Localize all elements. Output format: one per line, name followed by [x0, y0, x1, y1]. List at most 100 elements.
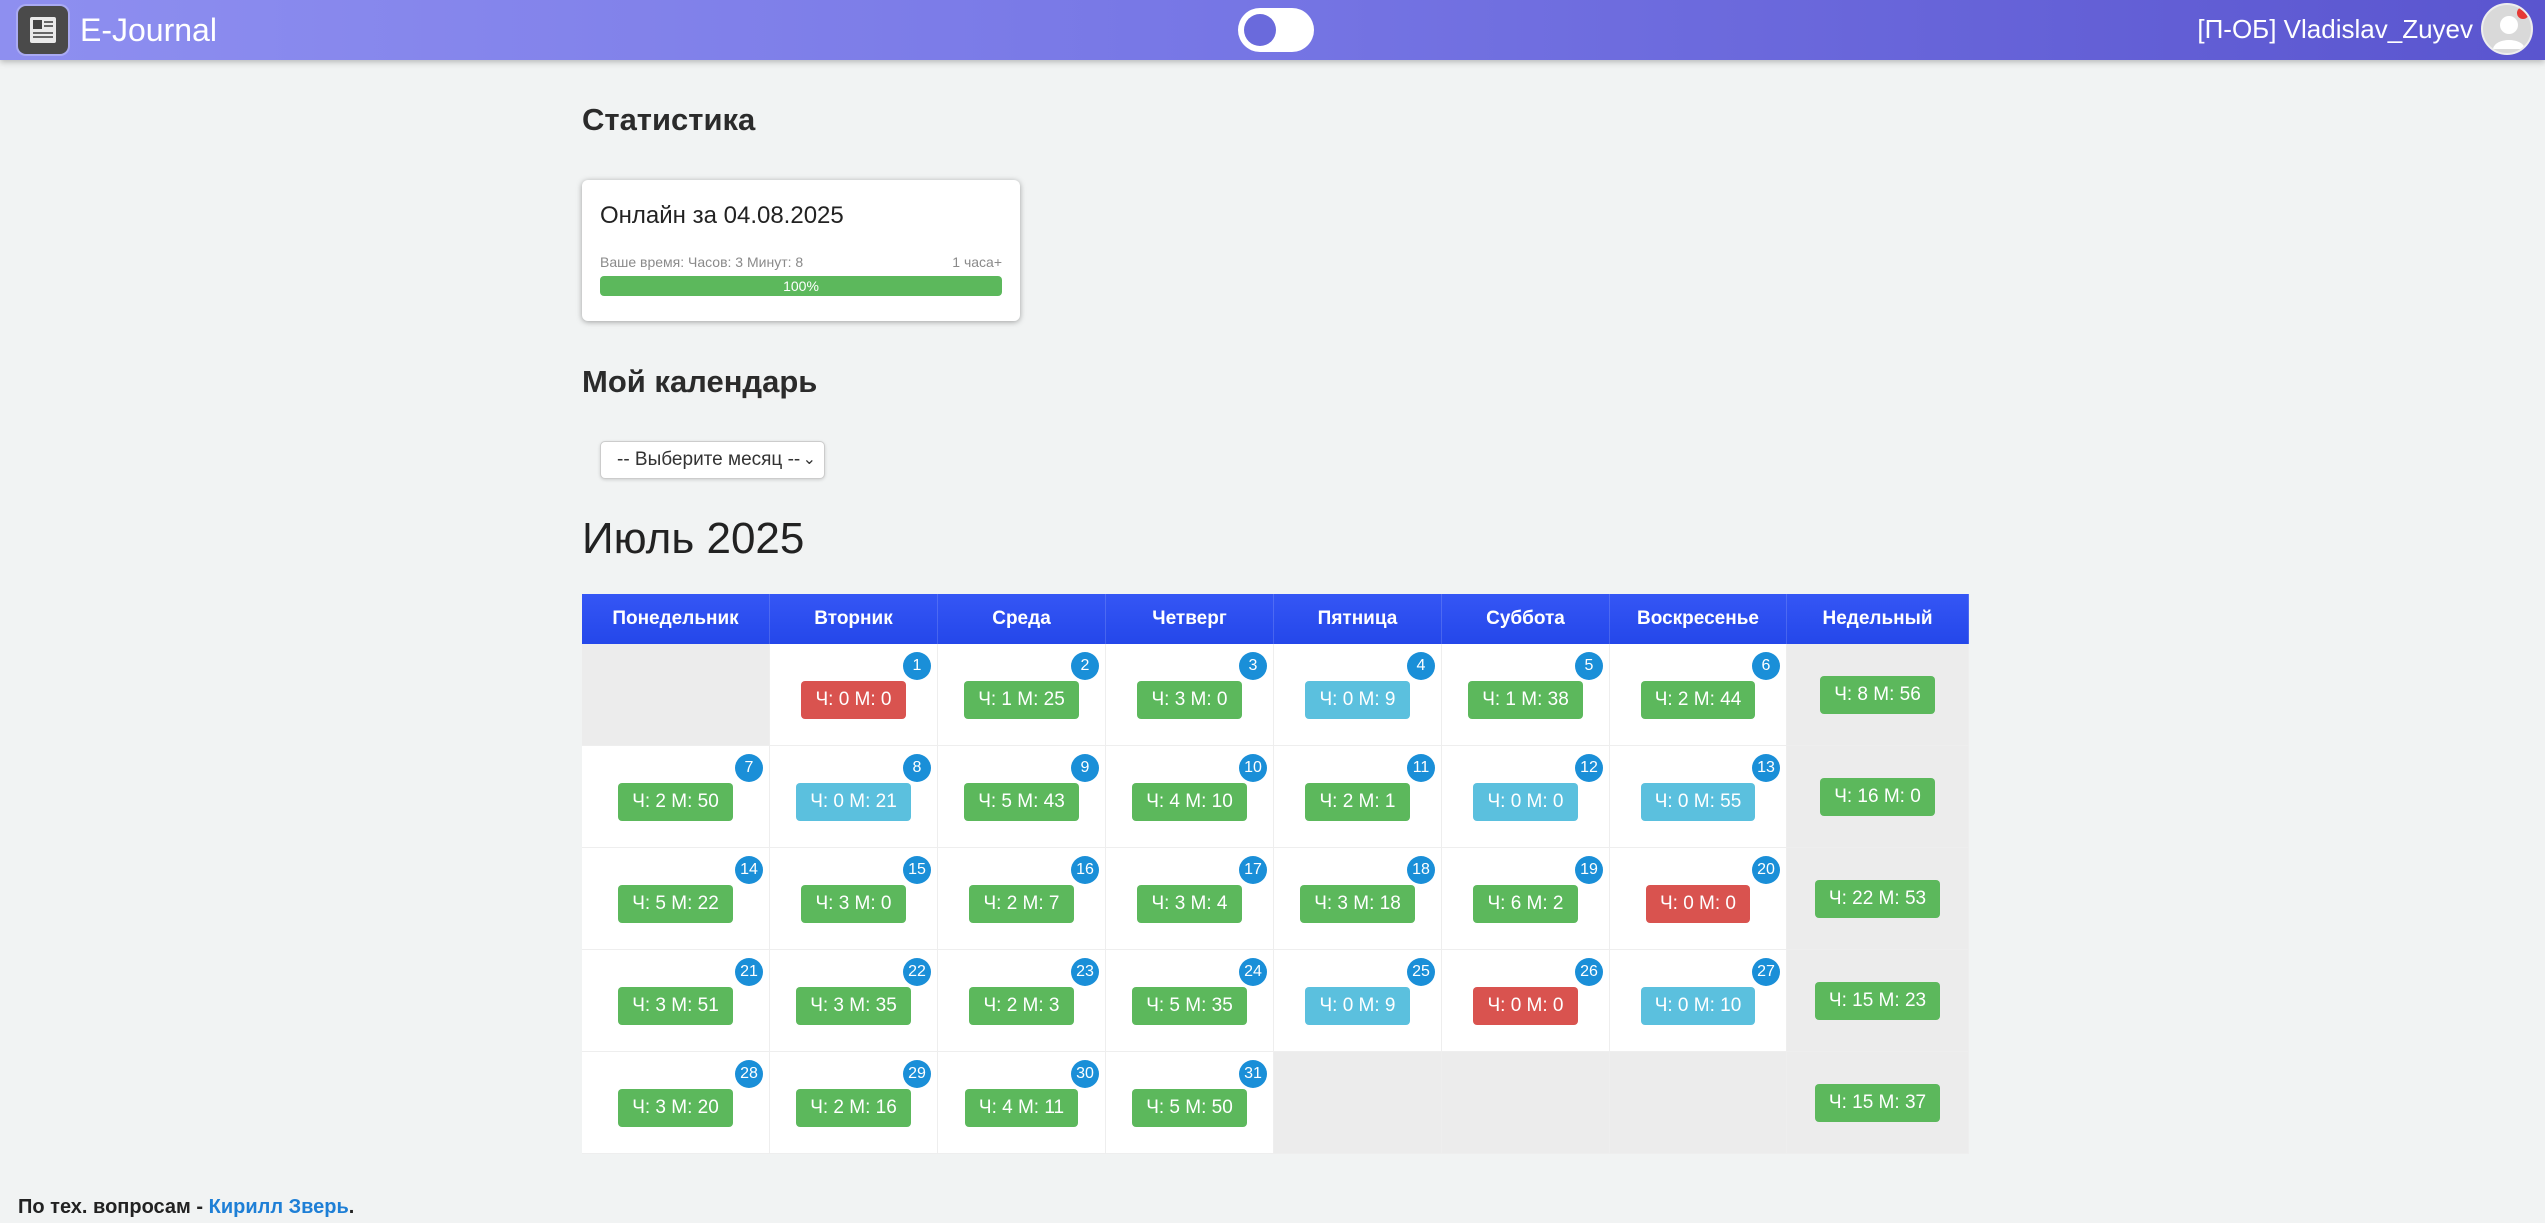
day-number-badge: 22 — [903, 958, 931, 986]
calendar-empty-cell — [1274, 1052, 1442, 1154]
calendar-day-cell[interactable]: 3 Ч: 3 М: 0 — [1106, 644, 1274, 746]
month-title: Июль 2025 — [582, 514, 805, 563]
online-stat-card: Онлайн за 04.08.2025 Ваше время: Часов: … — [582, 180, 1020, 321]
calendar-day-cell[interactable]: 5 Ч: 1 М: 38 — [1442, 644, 1610, 746]
day-time-badge: Ч: 3 М: 18 — [1300, 884, 1415, 923]
day-number-badge: 27 — [1752, 958, 1780, 986]
day-time-badge: Ч: 3 М: 20 — [618, 1088, 733, 1127]
day-time-badge: Ч: 5 М: 50 — [1132, 1088, 1247, 1127]
calendar-day-cell[interactable]: 29 Ч: 2 М: 16 — [770, 1052, 938, 1154]
calendar-day-cell[interactable]: 31 Ч: 5 М: 50 — [1106, 1052, 1274, 1154]
app-logo-icon[interactable] — [18, 6, 68, 54]
day-time-badge: Ч: 3 М: 51 — [618, 986, 733, 1025]
calendar-day-cell[interactable]: 8 Ч: 0 М: 21 — [770, 746, 938, 848]
brand-title[interactable]: E-Journal — [80, 12, 217, 48]
day-number-badge: 8 — [903, 754, 931, 782]
calendar-day-cell[interactable]: 16 Ч: 2 М: 7 — [938, 848, 1106, 950]
calendar-day-cell[interactable]: 4 Ч: 0 М: 9 — [1274, 644, 1442, 746]
calendar-day-cell[interactable]: 22 Ч: 3 М: 35 — [770, 950, 938, 1052]
day-number-badge: 15 — [903, 856, 931, 884]
calendar-day-cell[interactable]: 14 Ч: 5 М: 22 — [582, 848, 770, 950]
calendar-day-cell[interactable]: 13 Ч: 0 М: 55 — [1610, 746, 1787, 848]
calendar-day-cell[interactable]: 24 Ч: 5 М: 35 — [1106, 950, 1274, 1052]
calendar-day-cell[interactable]: 20 Ч: 0 М: 0 — [1610, 848, 1787, 950]
day-time-badge: Ч: 3 М: 0 — [1137, 680, 1242, 719]
goal-label: 1 часа+ — [952, 254, 1002, 270]
time-label: Ваше время: Часов: 3 Минут: 8 — [600, 254, 804, 270]
calendar-day-cell[interactable]: 12 Ч: 0 М: 0 — [1442, 746, 1610, 848]
day-number-badge: 18 — [1407, 856, 1435, 884]
day-time-badge: Ч: 4 М: 10 — [1132, 782, 1247, 821]
day-number-badge: 10 — [1239, 754, 1267, 782]
column-header: Среда — [938, 594, 1106, 644]
day-time-badge: Ч: 0 М: 0 — [1645, 884, 1751, 923]
month-select[interactable]: -- Выберите месяц -- ⌄ — [600, 441, 825, 479]
calendar-day-cell[interactable]: 11 Ч: 2 М: 1 — [1274, 746, 1442, 848]
stat-meta-row: Ваше время: Часов: 3 Минут: 8 1 часа+ — [600, 254, 1002, 270]
day-time-badge: Ч: 2 М: 7 — [969, 884, 1074, 923]
user-name[interactable]: [П-ОБ] Vladislav_Zuyev — [2197, 14, 2473, 44]
calendar-day-cell[interactable]: 30 Ч: 4 М: 11 — [938, 1052, 1106, 1154]
calendar-day-cell[interactable]: 23 Ч: 2 М: 3 — [938, 950, 1106, 1052]
calendar-day-cell[interactable]: 7 Ч: 2 М: 50 — [582, 746, 770, 848]
day-number-badge: 3 — [1239, 652, 1267, 680]
weekly-total-cell: Ч: 15 М: 37 — [1787, 1052, 1969, 1154]
top-navbar: E-Journal [П-ОБ] Vladislav_Zuyev — [0, 0, 2545, 60]
calendar-day-cell[interactable]: 6 Ч: 2 М: 44 — [1610, 644, 1787, 746]
day-time-badge: Ч: 0 М: 0 — [1473, 782, 1578, 821]
day-time-badge: Ч: 5 М: 22 — [618, 884, 733, 923]
calendar-day-cell[interactable]: 28 Ч: 3 М: 20 — [582, 1052, 770, 1154]
calendar-day-cell[interactable]: 15 Ч: 3 М: 0 — [770, 848, 938, 950]
day-number-badge: 1 — [903, 652, 931, 680]
calendar-day-cell[interactable]: 10 Ч: 4 М: 10 — [1106, 746, 1274, 848]
day-number-badge: 20 — [1752, 856, 1780, 884]
column-header: Пятница — [1274, 594, 1442, 644]
calendar-body: 1 Ч: 0 М: 0 2 Ч: 1 М: 25 3 Ч: 3 М: 0 4 Ч: 0 М: … — [582, 644, 1969, 1154]
calendar-day-cell[interactable]: 1 Ч: 0 М: 0 — [770, 644, 938, 746]
calendar-day-cell[interactable]: 17 Ч: 3 М: 4 — [1106, 848, 1274, 950]
calendar-day-cell[interactable]: 26 Ч: 0 М: 0 — [1442, 950, 1610, 1052]
day-number-badge: 14 — [735, 856, 763, 884]
day-number-badge: 30 — [1071, 1060, 1099, 1088]
stat-card-title: Онлайн за 04.08.2025 — [600, 202, 844, 229]
calendar-day-cell[interactable]: 9 Ч: 5 М: 43 — [938, 746, 1106, 848]
calendar-header-row: Понедельник Вторник Среда Четверг Пятница Суб… — [582, 594, 1969, 644]
day-number-badge: 5 — [1575, 652, 1603, 680]
calendar-day-cell[interactable]: 18 Ч: 3 М: 18 — [1274, 848, 1442, 950]
column-header: Воскресенье — [1610, 594, 1787, 644]
calendar-day-cell[interactable]: 25 Ч: 0 М: 9 — [1274, 950, 1442, 1052]
day-time-badge: Ч: 2 М: 1 — [1305, 782, 1410, 821]
theme-toggle[interactable] — [1238, 8, 1314, 52]
weekly-total-cell: Ч: 8 М: 56 — [1787, 644, 1969, 746]
footer: По тех. вопросам - Кирилл Зверь. — [18, 1196, 354, 1219]
day-number-badge: 4 — [1407, 652, 1435, 680]
day-time-badge: Ч: 0 М: 10 — [1640, 986, 1756, 1025]
day-time-badge: Ч: 0 М: 9 — [1305, 986, 1410, 1025]
day-time-badge: Ч: 0 М: 0 — [801, 680, 906, 719]
day-number-badge: 12 — [1575, 754, 1603, 782]
day-time-badge: Ч: 5 М: 35 — [1132, 986, 1247, 1025]
calendar-day-cell[interactable]: 27 Ч: 0 М: 10 — [1610, 950, 1787, 1052]
day-number-badge: 13 — [1752, 754, 1780, 782]
day-number-badge: 7 — [735, 754, 763, 782]
calendar-day-cell[interactable]: 21 Ч: 3 М: 51 — [582, 950, 770, 1052]
day-time-badge: Ч: 3 М: 35 — [796, 986, 911, 1025]
day-number-badge: 26 — [1575, 958, 1603, 986]
day-time-badge: Ч: 4 М: 11 — [964, 1088, 1079, 1127]
calendar-day-cell[interactable]: 2 Ч: 1 М: 25 — [938, 644, 1106, 746]
day-number-badge: 9 — [1071, 754, 1099, 782]
calendar-day-cell[interactable]: 19 Ч: 6 М: 2 — [1442, 848, 1610, 950]
month-select-value: -- Выберите месяц -- — [617, 449, 801, 470]
calendar-empty-cell — [582, 644, 770, 746]
day-number-badge: 6 — [1752, 652, 1780, 680]
day-number-badge: 17 — [1239, 856, 1267, 884]
weekly-total-cell: Ч: 16 М: 0 — [1787, 746, 1969, 848]
day-number-badge: 19 — [1575, 856, 1603, 884]
calendar-week-row: 1 Ч: 0 М: 0 2 Ч: 1 М: 25 3 Ч: 3 М: 0 4 Ч: 0 М: … — [582, 644, 1969, 746]
weekly-total-badge: Ч: 15 М: 23 — [1814, 981, 1941, 1020]
support-contact-link[interactable]: Кирилл Зверь — [208, 1196, 349, 1218]
day-time-badge: Ч: 5 М: 43 — [964, 782, 1079, 821]
day-number-badge: 31 — [1239, 1060, 1267, 1088]
day-number-badge: 28 — [735, 1060, 763, 1088]
user-avatar[interactable] — [2481, 3, 2533, 55]
